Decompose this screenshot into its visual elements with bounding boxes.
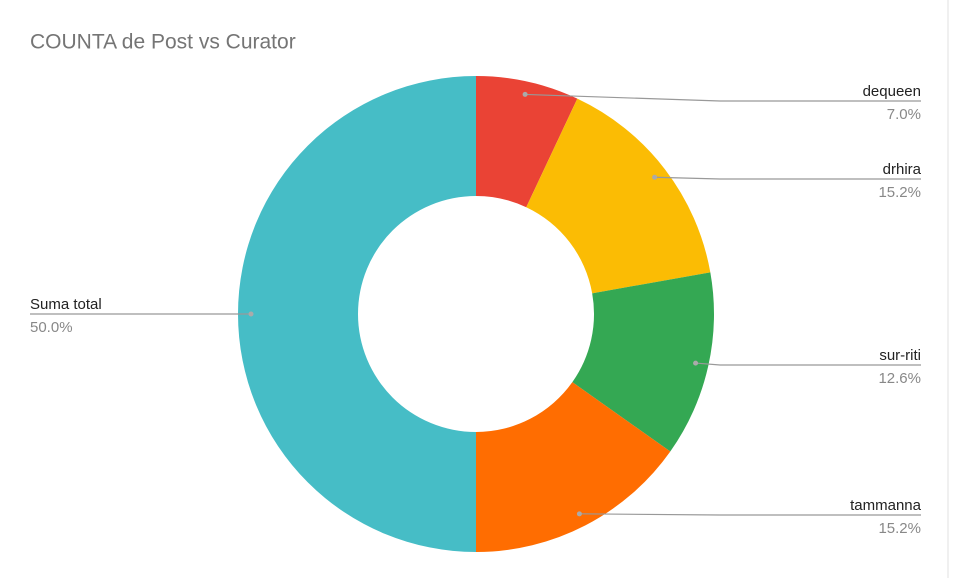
slice bbox=[238, 76, 476, 552]
label-name: drhira bbox=[883, 161, 922, 178]
label-value: 15.2% bbox=[878, 184, 921, 201]
slice bbox=[476, 76, 578, 208]
leader-dot bbox=[248, 311, 254, 317]
label-name: sur-riti bbox=[879, 347, 921, 364]
slice bbox=[572, 272, 714, 452]
label-name: dequeen bbox=[863, 83, 921, 100]
label-value: 15.2% bbox=[878, 520, 921, 537]
label-name: tammanna bbox=[850, 497, 922, 514]
leader-line bbox=[579, 513, 921, 516]
leader-dot bbox=[652, 174, 658, 180]
label-value: 50.0% bbox=[30, 319, 73, 336]
chart-title: COUNTA de Post vs Curator bbox=[30, 31, 296, 54]
leader-line bbox=[525, 93, 921, 102]
slice bbox=[526, 98, 711, 294]
leader-line bbox=[695, 362, 921, 366]
label-value: 7.0% bbox=[887, 106, 921, 123]
leader-dot bbox=[522, 91, 528, 97]
label-name: Suma total bbox=[30, 296, 102, 313]
leader-dot bbox=[693, 360, 699, 366]
slice bbox=[476, 382, 671, 552]
label-value: 12.6% bbox=[878, 370, 921, 387]
leader-dot bbox=[576, 511, 582, 517]
leader-line bbox=[654, 176, 921, 180]
